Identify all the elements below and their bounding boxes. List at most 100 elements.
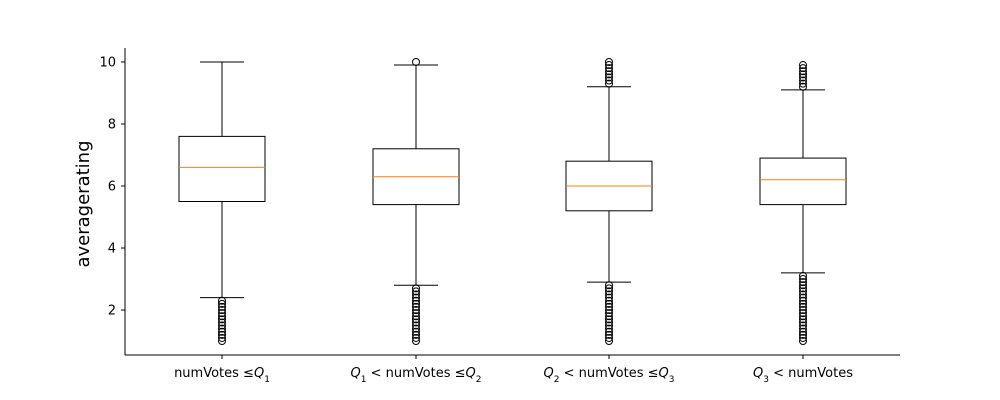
outlier-point bbox=[412, 306, 420, 315]
outlier-point bbox=[799, 287, 807, 296]
outlier-point bbox=[799, 312, 807, 321]
outlier-point bbox=[605, 293, 613, 302]
outlier-point bbox=[605, 309, 613, 318]
outlier-point bbox=[412, 309, 420, 318]
outlier-point bbox=[799, 327, 807, 336]
outlier-point bbox=[412, 330, 420, 339]
y-tick-label: 10 bbox=[99, 55, 116, 70]
outlier-point bbox=[412, 284, 420, 293]
outlier-point bbox=[605, 284, 613, 293]
x-tick-label: numVotes ≤Q1 bbox=[174, 366, 270, 385]
outlier-point bbox=[799, 330, 807, 339]
outlier-point bbox=[799, 64, 807, 73]
outlier-point bbox=[218, 333, 226, 342]
outlier-point bbox=[412, 299, 420, 308]
outlier-point bbox=[605, 315, 613, 324]
outlier-point bbox=[605, 306, 613, 315]
x-tick-label-part: 2 bbox=[476, 375, 482, 385]
outlier-point bbox=[799, 61, 807, 70]
y-axis-label: averagerating bbox=[73, 140, 94, 267]
outlier-point bbox=[605, 312, 613, 321]
x-tick-label-part: Q bbox=[351, 366, 361, 381]
outlier-point bbox=[799, 337, 807, 346]
outlier-point bbox=[605, 333, 613, 342]
outlier-point bbox=[605, 290, 613, 299]
outlier-point bbox=[412, 57, 420, 66]
outlier-point bbox=[605, 287, 613, 296]
x-tick-label-part: 3 bbox=[669, 375, 675, 385]
outlier-point bbox=[799, 73, 807, 82]
x-tick-label-part: Q bbox=[659, 366, 669, 381]
outlier-point bbox=[218, 318, 226, 327]
outlier-point bbox=[799, 309, 807, 318]
outlier-point bbox=[412, 327, 420, 336]
x-tick-label: Q2 < numVotes ≤Q3 bbox=[544, 366, 675, 385]
x-tick-label-part: ≤ bbox=[455, 366, 466, 381]
outlier-point bbox=[218, 330, 226, 339]
outlier-point bbox=[799, 333, 807, 342]
outlier-point bbox=[412, 296, 420, 305]
x-tick-label-part: numVotes bbox=[174, 366, 243, 381]
outlier-point bbox=[799, 278, 807, 287]
outlier-point bbox=[799, 275, 807, 284]
outlier-point bbox=[218, 299, 226, 308]
x-tick-label-part: 1 bbox=[361, 375, 367, 385]
y-tick-label: 8 bbox=[108, 117, 116, 132]
outlier-point bbox=[799, 76, 807, 85]
outlier-point bbox=[799, 82, 807, 91]
outlier-point bbox=[218, 306, 226, 315]
x-tick-label-part: ≤ bbox=[243, 366, 254, 381]
outlier-point bbox=[799, 70, 807, 79]
outlier-point bbox=[218, 327, 226, 336]
outlier-point bbox=[218, 315, 226, 324]
outlier-point bbox=[605, 57, 613, 66]
outlier-point bbox=[799, 318, 807, 327]
outlier-point bbox=[412, 287, 420, 296]
y-tick-label: 6 bbox=[108, 179, 116, 194]
outlier-point bbox=[605, 76, 613, 85]
outlier-point bbox=[605, 299, 613, 308]
outlier-point bbox=[412, 324, 420, 333]
outlier-point bbox=[412, 302, 420, 311]
box-iqr bbox=[178, 135, 266, 202]
outlier-point bbox=[605, 64, 613, 73]
outlier-point bbox=[799, 281, 807, 290]
outlier-point bbox=[799, 284, 807, 293]
x-tick-label-part: 1 bbox=[264, 375, 270, 385]
x-tick-label: Q1 < numVotes ≤Q2 bbox=[351, 366, 482, 385]
outlier-point bbox=[412, 321, 420, 330]
outlier-point bbox=[799, 79, 807, 88]
outlier-point bbox=[412, 318, 420, 327]
outlier-point bbox=[412, 315, 420, 324]
outlier-point bbox=[218, 312, 226, 321]
outlier-point bbox=[799, 324, 807, 333]
x-tick-label-part: Q bbox=[544, 366, 554, 381]
outlier-point bbox=[799, 315, 807, 324]
outlier-point bbox=[799, 299, 807, 308]
x-tick-label-part: 3 bbox=[763, 375, 769, 385]
x-tick-label-part: ≤ bbox=[648, 366, 659, 381]
outlier-point bbox=[605, 281, 613, 290]
outlier-point bbox=[799, 296, 807, 305]
outlier-point bbox=[412, 333, 420, 342]
outlier-point bbox=[799, 271, 807, 280]
outlier-point bbox=[412, 337, 420, 346]
outlier-point bbox=[412, 312, 420, 321]
outlier-point bbox=[799, 290, 807, 299]
outlier-point bbox=[605, 337, 613, 346]
outlier-point bbox=[218, 309, 226, 318]
outlier-point bbox=[605, 70, 613, 79]
outlier-point bbox=[605, 296, 613, 305]
outlier-point bbox=[218, 302, 226, 311]
outlier-point bbox=[605, 318, 613, 327]
y-tick-label: 4 bbox=[108, 242, 116, 257]
box-iqr bbox=[759, 157, 847, 206]
outlier-point bbox=[605, 79, 613, 88]
outlier-point bbox=[605, 67, 613, 76]
x-tick-label-part: Q bbox=[466, 366, 476, 381]
outlier-point bbox=[605, 324, 613, 333]
outlier-point bbox=[605, 302, 613, 311]
outlier-point bbox=[218, 296, 226, 305]
outlier-point bbox=[605, 330, 613, 339]
